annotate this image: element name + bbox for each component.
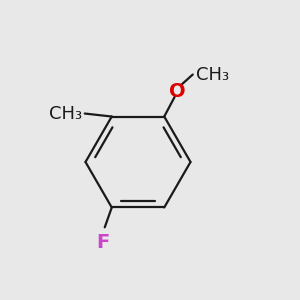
Text: CH₃: CH₃ xyxy=(49,104,82,122)
Text: CH₃: CH₃ xyxy=(196,65,229,83)
Text: O: O xyxy=(169,82,186,100)
Text: F: F xyxy=(96,233,110,252)
